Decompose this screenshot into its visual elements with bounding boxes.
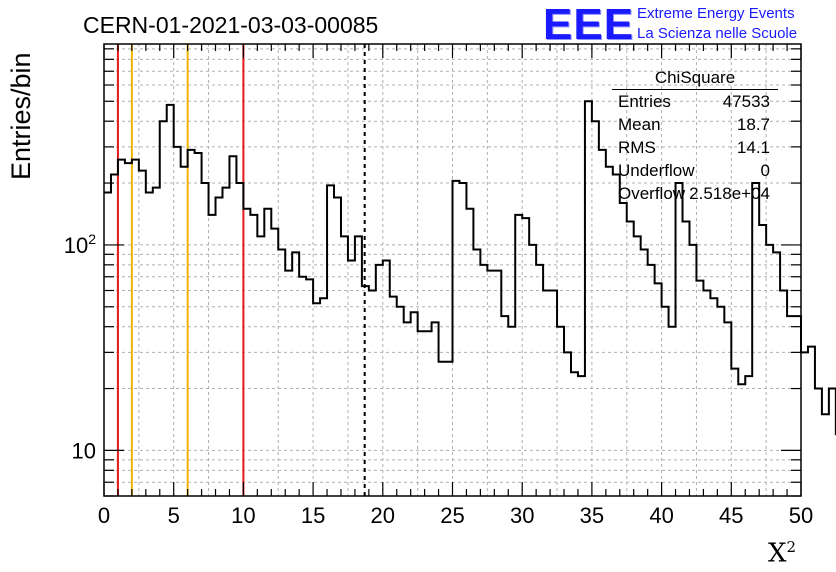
y-tick-label: 10 (72, 438, 96, 463)
x-tick-label: 5 (168, 503, 180, 528)
eee-logo: EEE (543, 0, 635, 49)
x-axis-label: X2 (768, 538, 796, 569)
logo-line-1: Extreme Energy Events (637, 5, 795, 22)
x-tick-label: 35 (580, 503, 604, 528)
stats-key: Overflow (618, 184, 686, 203)
logo-line-2: La Scienza nelle Scuole (637, 25, 798, 42)
stats-value: 18.7 (736, 115, 770, 134)
stats-key: RMS (618, 138, 656, 157)
run-title: CERN-01-2021-03-03-00085 (83, 12, 379, 38)
x-axis-label-base: X (768, 538, 787, 569)
stats-row-underflow: Underflow 0 (612, 159, 778, 182)
y-axis-label: Entries/bin (6, 52, 36, 180)
stats-value: 0 (760, 161, 770, 180)
stats-value: 2.518e+04 (689, 184, 770, 203)
stats-value: 47533 (722, 92, 770, 111)
stats-row-rms: RMS 14.1 (612, 136, 778, 159)
x-tick-label: 0 (98, 503, 110, 528)
y-tick-label: 102 (64, 231, 96, 258)
stats-key: Mean (618, 115, 661, 134)
x-tick-label: 20 (371, 503, 395, 528)
stats-row-overflow: Overflow 2.518e+04 (612, 182, 778, 205)
x-tick-label: 15 (301, 503, 325, 528)
stats-title: ChiSquare (612, 68, 778, 90)
stats-key: Entries (618, 92, 671, 111)
histogram-series (104, 100, 836, 436)
x-tick-label: 30 (510, 503, 534, 528)
y-tick-exponent: 2 (88, 231, 96, 247)
x-axis-label-exponent: 2 (786, 538, 797, 556)
x-tick-label: 45 (719, 503, 743, 528)
stats-row-entries: Entries 47533 (612, 90, 778, 113)
stats-value: 14.1 (736, 138, 770, 157)
x-tick-label: 40 (649, 503, 673, 528)
stats-row-mean: Mean 18.7 (612, 113, 778, 136)
stats-box: ChiSquare Entries 47533 Mean 18.7 RMS 14… (612, 68, 778, 205)
x-tick-label: 25 (440, 503, 464, 528)
x-tick-label: 50 (789, 503, 813, 528)
x-tick-label: 10 (231, 503, 255, 528)
stats-key: Underflow (618, 161, 695, 180)
